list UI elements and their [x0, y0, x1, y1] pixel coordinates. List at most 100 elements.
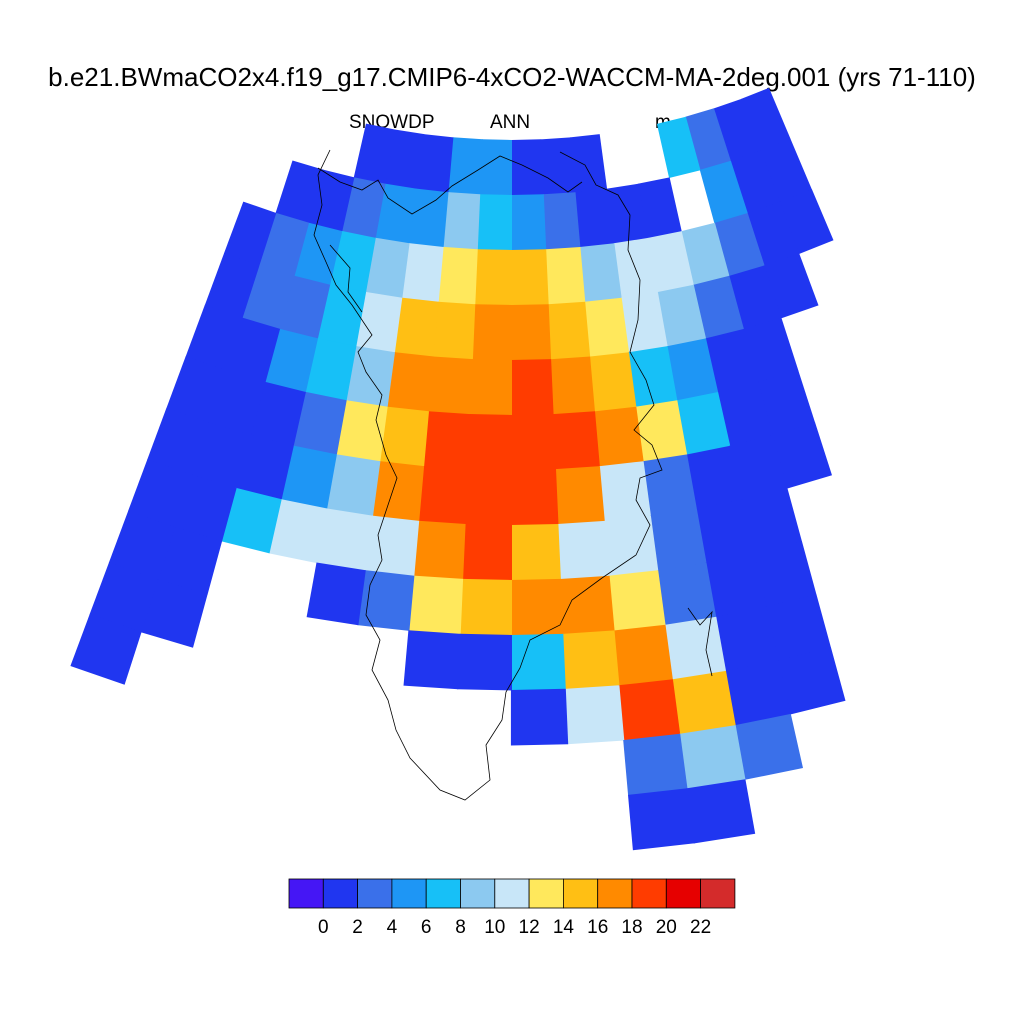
heatmap-cell [223, 201, 277, 266]
heatmap-cell [442, 192, 481, 250]
heatmap-cell [777, 647, 846, 715]
colorbar-tick-label: 0 [318, 917, 329, 938]
heatmap-cell [559, 575, 615, 635]
colorbar-swatch [563, 878, 599, 909]
colorbar-tick-label: 18 [621, 917, 642, 938]
heatmap-cell [386, 352, 434, 412]
heatmap-cell [557, 520, 610, 580]
heatmap-cell [657, 562, 717, 626]
heatmap-cell [650, 508, 707, 571]
colorbar-tick-label: 14 [553, 917, 575, 938]
heatmap-cell [547, 301, 591, 360]
heatmap-cell [157, 526, 223, 595]
heatmap-cell [128, 459, 193, 528]
heatmap-cell [423, 411, 471, 470]
heatmap-cell [666, 338, 719, 401]
heatmap-cell [464, 469, 512, 526]
heatmap-cell [108, 510, 176, 580]
heatmap-cell [316, 508, 374, 571]
heatmap-cell [628, 788, 695, 851]
heatmap-cell [308, 169, 355, 232]
heatmap-cell [686, 445, 743, 510]
heatmap-cell [511, 578, 564, 636]
heatmap-cell [447, 137, 483, 195]
heatmap-cell [329, 230, 376, 293]
coastline-north [317, 155, 583, 215]
heatmap-cell [241, 265, 295, 330]
heatmap-cell [474, 249, 512, 306]
heatmap-cell [679, 725, 746, 789]
heatmap-cell [613, 624, 673, 686]
heatmap-cell [635, 400, 688, 462]
colorbar-swatch [460, 878, 496, 909]
heatmap-cell [699, 160, 748, 224]
heatmap-cell [403, 630, 461, 690]
colorbar-swatch [357, 878, 393, 909]
heatmap-cell [70, 613, 142, 685]
heatmap-cell [579, 243, 622, 303]
heatmap-cell [642, 454, 697, 517]
heatmap-cell [166, 356, 226, 423]
colorbar-tick-label: 6 [421, 917, 432, 938]
heatmap-cell [401, 243, 444, 303]
heatmap-cell [705, 553, 767, 618]
heatmap-cell [326, 454, 381, 517]
heatmap-cell [613, 237, 658, 299]
heatmap-cell [191, 422, 252, 489]
heatmap-cell [656, 116, 701, 178]
heatmap-cell [623, 733, 688, 796]
heatmap-cell [760, 138, 812, 203]
heatmap-cell [574, 188, 615, 248]
colorbar-tick-labels: 0 2 4 6 8 10 12 14 16 18 20 22 [318, 917, 711, 938]
heatmap-cell [147, 407, 209, 476]
heatmap-cell [772, 422, 832, 489]
heatmap-cell [408, 575, 464, 635]
heatmap-cell [375, 183, 417, 244]
heatmap-cell [743, 317, 799, 383]
heatmap-cell [695, 499, 755, 564]
heatmap-cell [472, 304, 512, 361]
heatmap-cell [511, 304, 552, 361]
heatmap-cell [268, 499, 328, 564]
colorbar-tick-label: 10 [484, 917, 505, 938]
heatmap-cell [741, 488, 802, 554]
heatmap-cell [589, 352, 637, 412]
heatmap-cell [705, 328, 759, 393]
heatmap-cell [757, 370, 816, 436]
heatmap-cell [511, 359, 554, 416]
heatmap-cell [341, 177, 386, 239]
heatmap-cell [221, 487, 282, 554]
heatmap-cell [763, 253, 819, 319]
heatmap-cell [664, 616, 727, 680]
heatmap-cell [336, 400, 388, 462]
heatmap-cell [681, 222, 730, 286]
heatmap-cell [564, 685, 625, 745]
heatmap-cell [469, 359, 512, 416]
heatmap-cell [174, 474, 237, 542]
heatmap-cell [479, 139, 512, 196]
colorbar-swatch [528, 878, 564, 909]
heatmap-cell [250, 381, 306, 447]
heatmap-cell [306, 562, 366, 626]
heatmap-cell [693, 275, 744, 339]
heatmap-cell [584, 297, 630, 358]
colorbar-swatch [665, 878, 701, 909]
heatmap-cell [462, 523, 512, 581]
heatmap-cell [715, 606, 779, 672]
heatmap-cell [765, 594, 831, 661]
heatmap-cell [747, 201, 800, 267]
heatmap-cell [603, 515, 659, 577]
heatmap-cell [717, 382, 773, 447]
heatmap-cell [724, 660, 791, 726]
heatmap-cell [671, 670, 736, 735]
heatmap-cell [606, 183, 649, 244]
heatmap-cell [511, 414, 556, 471]
heatmap-cell [550, 356, 595, 415]
heatmap-cell [224, 317, 281, 383]
colorbar-tick-label: 22 [690, 917, 711, 938]
colorbar-swatch [631, 878, 667, 909]
heatmap-cell [235, 434, 294, 500]
heatmap-cell [714, 213, 765, 277]
colorbar-tick-label: 4 [387, 917, 398, 938]
heatmap-cell [394, 297, 439, 357]
